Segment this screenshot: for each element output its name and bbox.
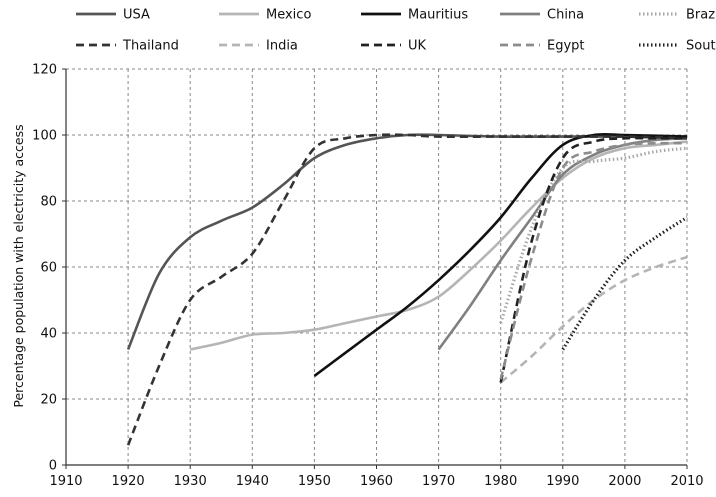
y-tick-label: 80 <box>40 195 57 210</box>
x-tick-label: 1940 <box>236 474 269 489</box>
series-line-south-africa <box>561 216 688 351</box>
x-tick-label: 1930 <box>174 474 207 489</box>
y-tick-label: 60 <box>40 261 57 276</box>
series-lines <box>126 132 688 446</box>
x-tick-label: 1950 <box>298 474 331 489</box>
series-line-mauritius <box>313 132 688 377</box>
legend: USA Mexico Mauritius China Brazil Thailand Ind… <box>76 8 716 54</box>
legend-label-mexico: Mexico <box>266 8 311 23</box>
y-tick-label: 120 <box>32 63 57 78</box>
y-axis-label: Percentage population with electricity a… <box>11 124 26 407</box>
series-line-brazil <box>499 146 688 324</box>
x-tick-label: 1910 <box>49 474 82 489</box>
y-tick-label: 100 <box>32 129 57 144</box>
series-line-mexico <box>189 140 688 351</box>
y-tick-label: 0 <box>49 459 57 474</box>
x-tick-label: 2010 <box>670 474 703 489</box>
legend-label-uk: UK <box>408 39 427 54</box>
legend-label-egypt: Egypt <box>547 39 585 54</box>
legend-label-thailand: Thailand <box>122 39 179 54</box>
series-line-uk <box>499 136 687 383</box>
x-tick-label: 1990 <box>546 474 579 489</box>
series-line-india <box>499 255 688 384</box>
y-tick-label: 40 <box>40 327 57 342</box>
series-line-usa <box>126 133 688 350</box>
legend-label-south-africa: South Africa <box>686 39 716 54</box>
legend-label-china: China <box>547 8 584 23</box>
x-tick-label: 1960 <box>360 474 393 489</box>
axes: Percentage population with electricity a… <box>11 63 704 490</box>
grid <box>66 68 688 465</box>
x-tick-label: 1970 <box>422 474 455 489</box>
x-tick-label: 2000 <box>608 474 641 489</box>
series-line-china <box>437 137 688 351</box>
x-tick-label: 1980 <box>484 474 517 489</box>
y-tick-label: 20 <box>40 393 57 408</box>
legend-label-brazil: Brazil <box>686 8 716 23</box>
series-line-thailand <box>126 133 688 446</box>
legend-label-india: India <box>266 39 298 54</box>
legend-label-mauritius: Mauritius <box>408 8 468 23</box>
series-line-egypt <box>499 141 688 380</box>
x-tick-label: 1920 <box>112 474 145 489</box>
legend-label-usa: USA <box>123 8 150 23</box>
